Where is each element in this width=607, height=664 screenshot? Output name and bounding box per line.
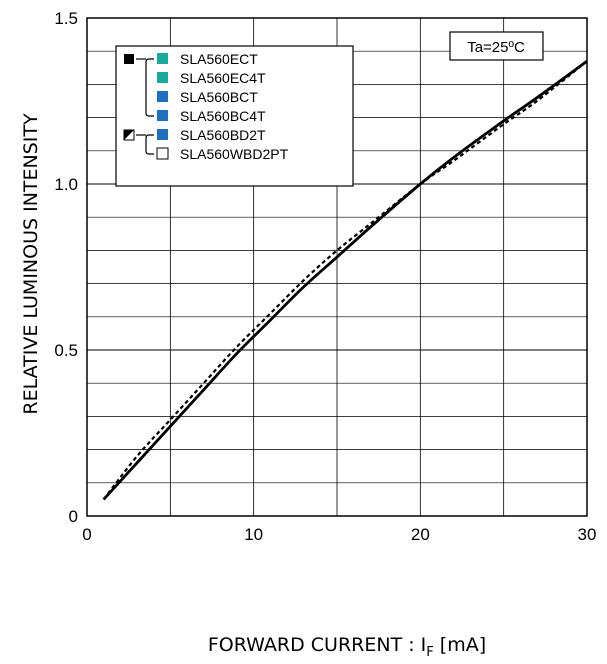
ta-annotation-text: Ta=25ºC <box>467 39 525 56</box>
legend-box <box>115 45 354 187</box>
x-tick-label: 30 <box>578 525 597 544</box>
legend-bracket <box>145 58 154 117</box>
x-axis-title: FORWARD CURRENT : IF [mA] <box>208 634 486 660</box>
y-axis-title: RELATIVE LUMINOUS INTENSITY <box>20 113 42 415</box>
x-tick-label: 20 <box>411 525 430 544</box>
series-line-solid <box>102 60 588 501</box>
legend: SLA560ECT SLA560EC4T SLA560BCT SLA560BC4T SL… <box>115 45 354 187</box>
legend-marker-fill <box>124 130 134 140</box>
legend-label: SLA560BD2T <box>180 127 266 143</box>
legend-swatch <box>157 72 168 83</box>
legend-swatch <box>157 129 168 140</box>
x-axis-title-main: FORWARD CURRENT : I <box>208 634 426 656</box>
legend-label: SLA560WBD2PT <box>180 146 289 162</box>
x-axis-title-unit: [mA] <box>434 634 486 656</box>
x-axis-title-subscript: F <box>426 645 433 660</box>
series <box>102 60 588 501</box>
legend-swatch <box>157 110 168 121</box>
legend-bracket <box>145 134 154 155</box>
y-tick-label: 1.0 <box>54 175 78 194</box>
y-tick-label: 0 <box>69 507 78 526</box>
legend-group-marker-solid <box>124 54 134 64</box>
legend-label: SLA560ECT <box>180 51 258 67</box>
ta-annotation-box <box>449 31 544 61</box>
plot-frame <box>86 17 588 517</box>
legend-label: SLA560EC4T <box>180 70 266 86</box>
y-tick-label: 0.5 <box>54 341 78 360</box>
legend-swatch <box>156 147 169 160</box>
y-tick-label: 1.5 <box>54 9 78 28</box>
legend-label: SLA560BC4T <box>180 108 266 124</box>
ticks: 0 10 20 30 0 0.5 1.0 1.5 <box>54 9 596 544</box>
legend-label: SLA560BCT <box>180 89 258 105</box>
x-tick-label: 10 <box>244 525 263 544</box>
ta-annotation: Ta=25ºC <box>449 31 544 61</box>
x-tick-label: 0 <box>82 525 91 544</box>
legend-group-marker-dashed <box>123 129 135 141</box>
legend-swatch <box>157 91 168 102</box>
series-line-dashed <box>102 60 588 501</box>
legend-swatch <box>157 53 168 64</box>
